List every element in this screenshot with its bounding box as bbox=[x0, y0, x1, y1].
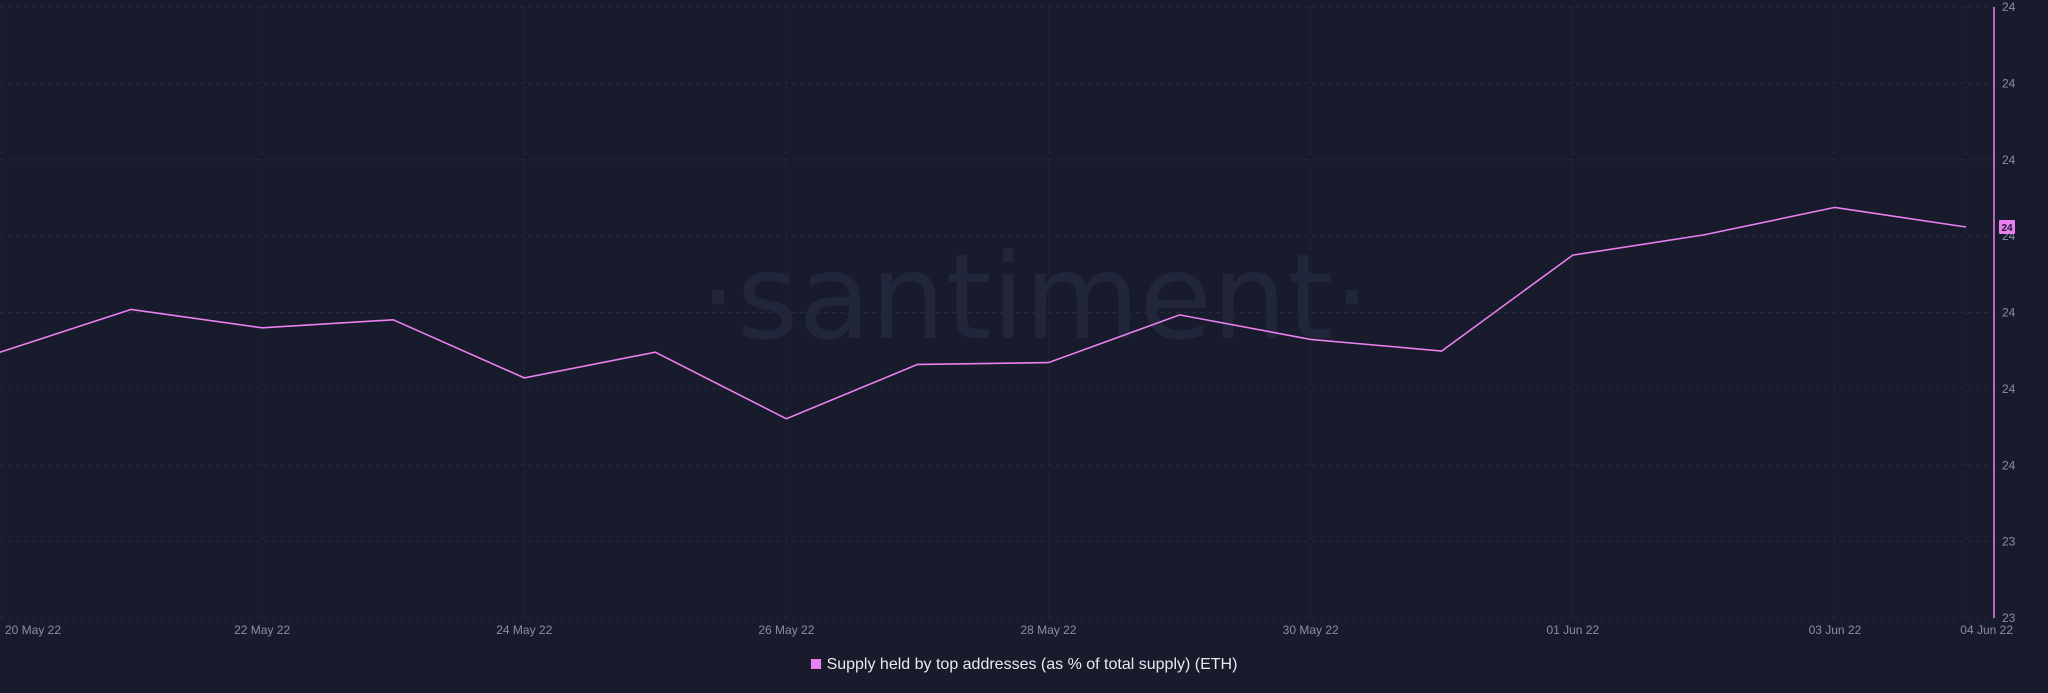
y-tick-labels: 24 24 24 24 24 24 24 23 23 bbox=[2002, 0, 2016, 625]
x-tick-label: 28 May 22 bbox=[1021, 623, 1077, 637]
y-tick-label: 24 bbox=[2002, 153, 2016, 167]
last-value-label: 24 bbox=[2001, 223, 2013, 234]
series-line bbox=[0, 206, 1967, 420]
y-tick-label: 24 bbox=[2002, 76, 2016, 90]
y-tick-label: 24 bbox=[2002, 0, 2016, 14]
y-tick-label: 23 bbox=[2002, 535, 2016, 549]
x-tick-label: 22 May 22 bbox=[234, 623, 290, 637]
grid bbox=[0, 6, 1994, 619]
x-tick-labels: 20 May 22 22 May 22 24 May 22 26 May 22 28 M… bbox=[5, 623, 2013, 637]
x-tick-label: 30 May 22 bbox=[1283, 623, 1339, 637]
x-tick-label: 01 Jun 22 bbox=[1546, 623, 1599, 637]
x-tick-label: 20 May 22 bbox=[5, 623, 61, 637]
legend[interactable]: Supply held by top addresses (as % of to… bbox=[0, 656, 2048, 674]
legend-label: Supply held by top addresses (as % of to… bbox=[826, 656, 1238, 673]
x-tick-label: 26 May 22 bbox=[758, 623, 814, 637]
x-tick-label: 03 Jun 22 bbox=[1809, 623, 1862, 637]
last-value-marker: 24 bbox=[1999, 219, 2015, 234]
last-value-box bbox=[1999, 219, 2015, 234]
x-tick-label: 24 May 22 bbox=[496, 623, 552, 637]
legend-swatch bbox=[810, 659, 821, 669]
watermark: ·santiment· bbox=[699, 228, 1370, 366]
x-tick-label: 04 Jun 22 bbox=[1960, 623, 2013, 637]
y-tick-label: 23 bbox=[2002, 611, 2016, 625]
y-tick-label: 24 bbox=[2002, 382, 2016, 396]
y-tick-label: 24 bbox=[2002, 458, 2016, 472]
y-tick-label: 24 bbox=[2002, 306, 2016, 320]
